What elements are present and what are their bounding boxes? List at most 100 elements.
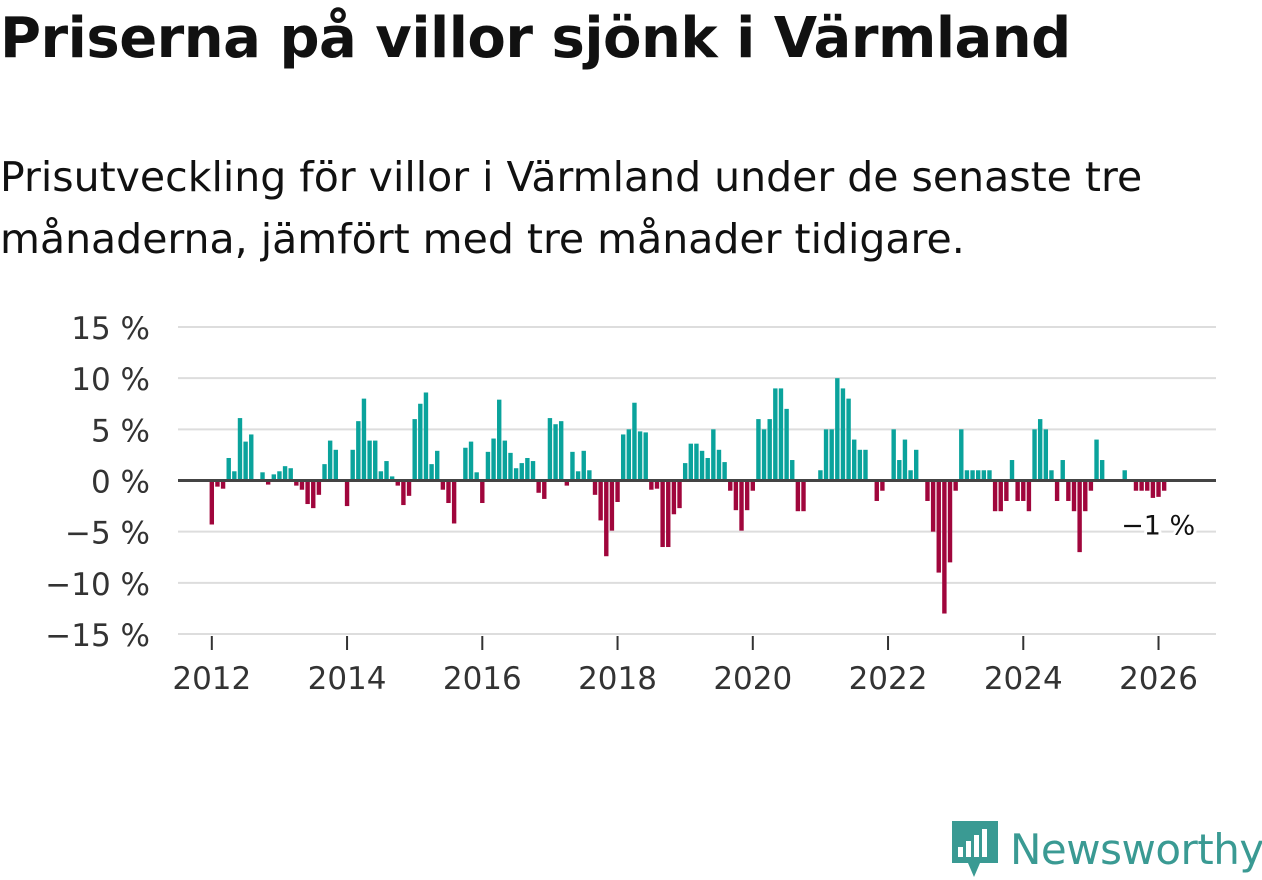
bar-negative	[925, 480, 930, 501]
x-tick-label: 2012	[172, 661, 251, 697]
bar-positive	[378, 471, 384, 481]
bar-positive	[852, 439, 857, 481]
bar-negative	[1161, 480, 1167, 491]
y-tick-label: 0 %	[91, 465, 150, 501]
x-tick-label: 2020	[713, 661, 792, 697]
bar-negative	[801, 480, 806, 512]
bar-positive	[902, 439, 908, 481]
bar-negative	[609, 480, 615, 531]
bar-negative	[209, 480, 215, 525]
bar-positive	[350, 449, 355, 481]
bar-positive	[333, 449, 338, 481]
y-axis-labels: 15 % 10 % 5 % 0 % −5 % −10 % −15 %	[45, 311, 150, 654]
y-tick-label: −5 %	[65, 516, 150, 552]
bar-positive	[575, 471, 581, 481]
bar-positive	[778, 388, 784, 481]
annotation: −1 %	[1118, 508, 1198, 545]
bar-positive	[497, 399, 502, 481]
bar-negative	[1133, 480, 1139, 491]
bar-positive	[632, 402, 637, 481]
bar-negative	[344, 480, 350, 507]
bar-positive	[1043, 429, 1049, 481]
bar-positive	[485, 451, 491, 481]
bar-negative	[299, 480, 305, 490]
bar-positive	[435, 450, 440, 481]
x-tick-label: 2024	[984, 661, 1063, 697]
bar-negative	[406, 480, 412, 496]
bar-positive	[468, 441, 474, 481]
bar-positive	[716, 449, 722, 481]
bar-positive	[237, 418, 243, 481]
chart-title: Priserna på villor sjönk i Värmland	[0, 6, 1071, 71]
bar-positive	[547, 418, 553, 481]
bar-negative	[744, 480, 750, 511]
bar-positive	[288, 468, 293, 481]
bar-positive	[502, 440, 508, 481]
bar-negative	[942, 480, 947, 614]
bar-negative	[1150, 480, 1156, 498]
bar-negative	[1139, 480, 1144, 491]
bar-positive	[322, 464, 327, 481]
bar-negative	[1026, 480, 1032, 512]
bar-positive	[367, 440, 372, 481]
bar-negative	[592, 480, 598, 495]
bar-negative	[401, 480, 406, 506]
bar-positive	[384, 461, 389, 481]
bar-positive	[891, 429, 896, 481]
bar-negative	[936, 480, 941, 573]
brand-name: Newsworthy	[1010, 824, 1262, 874]
bar-positive	[570, 451, 575, 481]
x-tick-label: 2022	[849, 661, 928, 697]
bar-negative	[440, 480, 446, 490]
bar-positive	[587, 470, 592, 481]
x-tick-label: 2016	[443, 661, 522, 697]
bar-positive	[356, 421, 361, 481]
bar-negative	[992, 480, 998, 512]
chart-subtitle: Prisutveckling för villor i Värmland und…	[0, 153, 1143, 263]
bar-positive	[637, 431, 643, 481]
newsworthy-icon	[952, 821, 998, 877]
bar-positive	[553, 424, 558, 481]
bar-positive	[846, 398, 851, 481]
y-tick-label: −10 %	[45, 567, 150, 603]
bar-positive	[964, 470, 970, 481]
bar-negative	[1021, 480, 1026, 501]
bar-negative	[1054, 480, 1060, 501]
bar-positive	[327, 440, 333, 481]
newsworthy-logo: Newsworthy	[950, 818, 1262, 880]
bar-negative	[615, 480, 620, 502]
bar-positive	[260, 472, 265, 481]
bar-positive	[243, 441, 248, 481]
bar-positive	[249, 434, 254, 481]
bar-positive	[863, 449, 868, 481]
y-tick-label: 10 %	[71, 362, 150, 398]
bar-positive	[643, 432, 648, 481]
bar-negative	[451, 480, 457, 524]
bar-positive	[1099, 460, 1105, 481]
bar-negative	[1015, 480, 1020, 501]
bar-positive	[361, 398, 367, 481]
bar-positive	[1060, 460, 1065, 481]
bar-positive	[773, 388, 778, 481]
bar-negative	[598, 480, 603, 521]
bar-positive	[226, 457, 231, 481]
bar-positive	[519, 463, 524, 481]
bar-negative	[564, 480, 570, 486]
bar-negative	[542, 480, 547, 499]
bar-negative	[953, 480, 958, 491]
bar-positive	[373, 440, 378, 481]
bar-positive	[423, 392, 429, 481]
bar-positive	[232, 471, 237, 481]
bar-positive	[756, 419, 761, 481]
bar-positive	[699, 450, 705, 481]
bar-negative	[536, 480, 541, 493]
bar-positive	[688, 443, 693, 481]
bar-positive	[429, 464, 434, 481]
bar-positive	[761, 429, 767, 481]
bar-positive	[508, 452, 513, 481]
bar-negative	[395, 480, 400, 486]
bar-positive	[277, 471, 282, 481]
bar-negative	[739, 480, 744, 531]
x-axis: 2012 2014 2016 2018 2020 2022 2024 2026	[172, 636, 1198, 697]
bar-positive	[818, 470, 823, 481]
